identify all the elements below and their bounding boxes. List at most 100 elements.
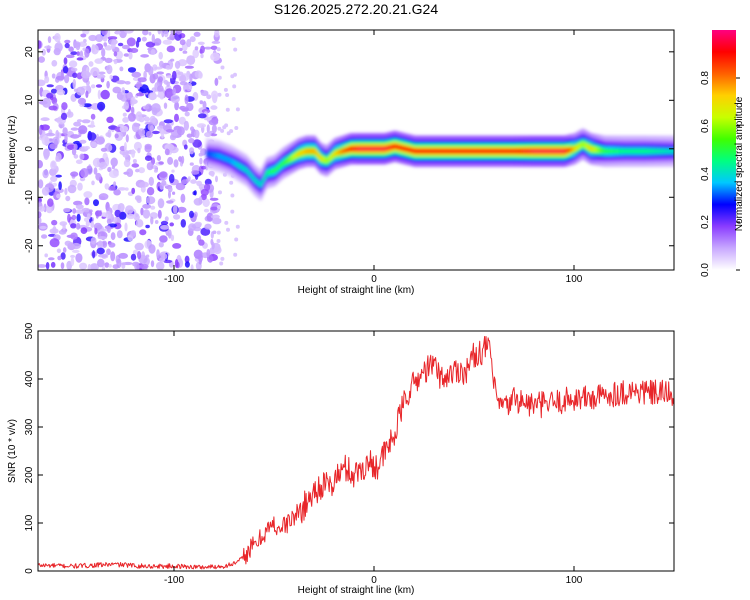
noise-speckle [131,187,136,195]
ridge-cell [220,154,223,160]
noise-speckle [95,136,105,145]
ridge-cell [330,154,333,159]
noise-speckle [41,97,52,108]
ridge-cell [586,144,589,149]
ridge-cell [323,157,326,163]
noise-speckle [154,220,159,224]
noise-speckle [194,46,199,51]
ridge-cell [472,148,475,154]
ridge-cell [473,148,476,154]
noise-speckle [220,256,225,261]
noise-speckle [159,92,165,100]
ridge-cell [407,147,410,152]
noise-speckle [88,61,94,67]
ridge-cell [609,148,611,154]
ridge-cell [570,147,573,152]
noise-speckle [181,107,189,112]
ridge-cell [466,148,469,154]
ridge-cell [566,148,568,154]
ridge-cell [440,148,442,154]
noise-speckle [229,180,234,185]
noise-speckle [111,39,116,50]
ridge-cell [362,146,364,152]
ridge-cell [386,145,388,151]
ridge-cell [274,167,277,173]
ridge-cell [405,146,407,152]
ridge-cell [467,148,470,154]
ridge-cell [227,157,230,163]
noise-speckle [56,89,66,96]
ridge-cell [238,163,241,169]
ridge-cell [612,148,615,154]
ridge-cell [435,148,437,154]
noise-speckle [190,264,194,270]
x-tick-label: -100 [164,274,184,285]
noise-speckle [157,85,164,92]
noise-speckle [189,36,196,43]
ridge-cell [272,168,274,174]
ridge-cell [408,147,411,153]
noise-speckle [90,120,95,128]
noise-speckle [166,200,174,204]
noise-speckle [73,41,81,48]
noise-speckle [160,225,170,230]
ridge-cell [579,143,581,148]
ridge-cell [246,169,249,174]
ridge-cell [432,148,435,154]
ridge-cell [603,148,605,154]
noise-speckle [106,225,111,234]
noise-speckle [209,133,218,137]
noise-speckle [39,225,47,230]
noise-speckle [172,87,177,96]
noise-speckle [60,71,64,79]
ridge-cell [345,147,347,153]
noise-speckle [90,141,98,148]
ridge-cell [627,148,629,154]
ridge-cell [474,148,477,154]
ridge-cell [459,148,461,154]
noise-speckle [78,125,88,135]
noise-speckle [124,222,128,232]
ridge-cell [280,162,283,168]
ridge-cell [273,168,275,174]
noise-speckle [85,90,89,99]
noise-speckle [45,262,50,270]
ridge-cell [261,180,263,186]
ridge-cell [642,148,645,154]
ridge-cell [347,147,350,152]
ridge-cell [510,148,513,154]
noise-speckle [97,236,108,240]
ridge-cell [377,146,380,152]
noise-speckle [45,132,56,137]
ridge-cell [622,148,625,154]
noise-speckle [116,80,126,85]
noise-speckle [60,262,65,270]
ridge-cell [364,146,367,152]
noise-speckle [108,170,119,179]
noise-speckle [100,147,108,152]
ridge-cell [508,148,511,154]
noise-speckle [124,187,129,191]
noise-speckle [47,198,54,207]
noise-speckle [122,151,129,158]
ridge-cell [263,175,266,181]
ridge-cell [420,148,423,154]
noise-speckle [64,133,68,143]
noise-speckle [200,45,205,54]
ridge-cell [538,148,541,154]
noise-speckle [138,181,149,188]
ridge-cell [437,148,440,154]
noise-speckle [210,45,218,50]
noise-speckle [131,163,140,168]
ridge-cell [388,145,391,151]
noise-speckle [198,239,205,246]
noise-speckle [125,134,129,143]
ridge-cell [545,148,548,154]
noise-speckle [67,213,71,223]
noise-speckle [98,254,108,258]
ridge-cell [400,145,403,151]
noise-speckle [84,48,90,58]
noise-speckle [126,213,136,220]
